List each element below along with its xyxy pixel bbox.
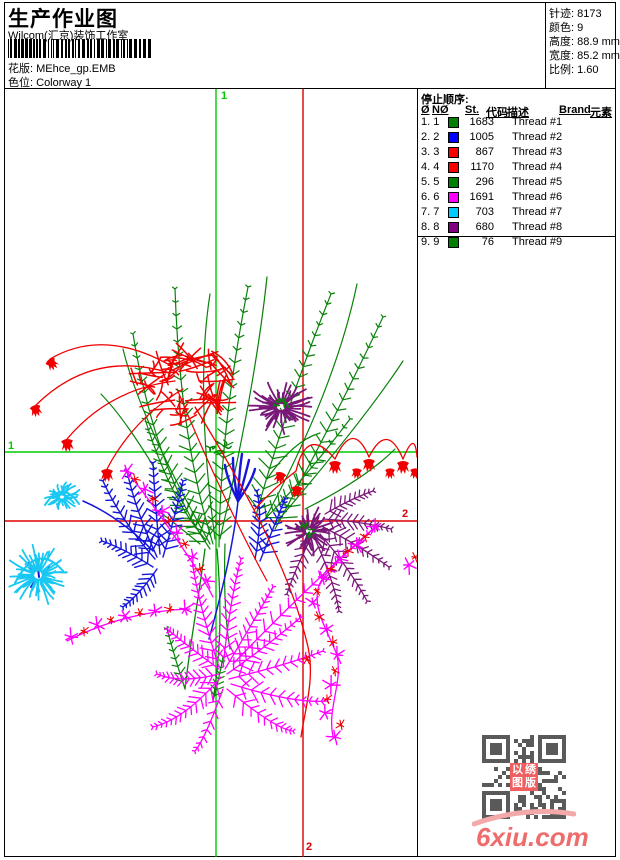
thread-description: Thread #8 — [512, 221, 563, 233]
thread-color-chip — [448, 117, 459, 128]
stat-height: 高度: 88.9 mm — [549, 33, 620, 49]
guide-label-vertical-1: 1 — [221, 90, 228, 102]
column-header: 元素 — [590, 107, 612, 119]
stat-scale: 比例: 1.60 — [549, 61, 599, 77]
table-bottom-divider — [417, 236, 616, 237]
thread-description: Thread #5 — [512, 176, 563, 188]
row-sequence: 9. 9 — [421, 236, 440, 248]
stitch-count: 867 — [475, 146, 494, 158]
row-sequence: 7. 7 — [421, 206, 440, 218]
guide-label-vertical-2: 2 — [306, 841, 313, 853]
column-header: 描述 — [507, 107, 529, 119]
stat-colors: 颜色: 9 — [549, 19, 583, 35]
stat-height-value: 88.9 mm — [577, 36, 620, 48]
stat-colors-label: 颜色: — [549, 22, 575, 34]
stitch-count: 680 — [475, 221, 494, 233]
thread-color-chip — [448, 207, 459, 218]
stitch-count: 1683 — [469, 116, 494, 128]
thread-color-chip — [448, 237, 459, 248]
thread-description: Thread #7 — [512, 206, 563, 218]
stitch-count: 1170 — [470, 161, 494, 173]
qr-code — [482, 735, 566, 819]
page-border-bottom — [4, 856, 616, 857]
stat-width: 宽度: 85.2 mm — [549, 47, 620, 63]
stat-stitches-value: 8173 — [577, 8, 602, 20]
stop-sequence-title: 停止顺序: — [421, 94, 469, 106]
stat-height-label: 高度: — [549, 36, 575, 48]
colorway: 色位: Colorway 1 — [8, 74, 91, 90]
thread-description: Thread #6 — [512, 191, 563, 203]
colorway-value: Colorway 1 — [36, 77, 92, 89]
row-sequence: 2. 2 — [421, 131, 440, 143]
qr-stamp-char: 图 — [512, 777, 523, 789]
column-header: St. — [465, 104, 480, 116]
row-sequence: 5. 5 — [421, 176, 440, 188]
qr-stamp-char: 版 — [525, 777, 536, 789]
row-sequence: 1. 1 — [421, 116, 440, 128]
stat-scale-label: 比例: — [549, 64, 575, 76]
row-sequence: 4. 4 — [421, 161, 440, 173]
stat-width-label: 宽度: — [549, 50, 575, 62]
row-sequence: 8. 8 — [421, 221, 440, 233]
stat-scale-value: 1.60 — [577, 64, 599, 76]
barcode — [8, 39, 151, 58]
column-header: Brand — [559, 104, 591, 116]
thread-color-chip — [448, 132, 459, 143]
pattern-value: MEhce_gp.EMB — [36, 63, 116, 75]
row-sequence: 6. 6 — [421, 191, 440, 203]
qr-stamp-logo: 以绣图版 — [510, 763, 538, 791]
stitch-count: 703 — [475, 206, 494, 218]
thread-description: Thread #3 — [512, 146, 563, 158]
guide-label-horizontal-2: 2 — [402, 508, 409, 520]
stitch-count: 296 — [475, 176, 494, 188]
thread-description: Thread #4 — [512, 161, 563, 173]
page-border-left — [4, 2, 5, 857]
stitch-count: 76 — [481, 236, 494, 248]
thread-description: Thread #9 — [512, 236, 563, 248]
column-header: Ø — [421, 104, 430, 116]
guide-label-horizontal-1: 1 — [8, 440, 15, 452]
stat-stitches: 针迹: 8173 — [549, 5, 602, 21]
qr-stamp-char: 以 — [512, 764, 523, 776]
thread-description: Thread #1 — [512, 116, 563, 128]
thread-color-chip — [448, 162, 459, 173]
page-title: 生产作业图 — [8, 8, 118, 31]
page-border-top — [4, 2, 616, 3]
thread-color-chip — [448, 177, 459, 188]
column-header: 代码 — [486, 107, 508, 119]
column-header: NØ — [432, 104, 449, 116]
stat-colors-value: 9 — [577, 22, 584, 34]
page-border-right — [615, 2, 616, 857]
colorway-label: 色位: — [8, 77, 34, 89]
panel-divider — [417, 88, 418, 857]
pattern-label: 花版: — [8, 63, 34, 75]
stats-divider — [545, 2, 546, 88]
row-sequence: 3. 3 — [421, 146, 440, 158]
watermark-swoosh — [472, 809, 576, 827]
embroidery-design — [5, 89, 417, 857]
stitch-count: 1691 — [469, 191, 494, 203]
pattern-filename: 花版: MEhce_gp.EMB — [8, 60, 116, 76]
thread-color-chip — [448, 192, 459, 203]
qr-stamp-char: 绣 — [525, 764, 536, 776]
stitch-count: 1005 — [469, 131, 494, 143]
thread-description: Thread #2 — [512, 131, 563, 143]
header-divider — [4, 88, 616, 89]
stat-width-value: 85.2 mm — [577, 50, 620, 62]
stat-stitches-label: 针迹: — [549, 8, 575, 20]
thread-color-chip — [448, 147, 459, 158]
watermark-text: 6xiu.com — [476, 822, 589, 852]
thread-color-chip — [448, 222, 459, 233]
